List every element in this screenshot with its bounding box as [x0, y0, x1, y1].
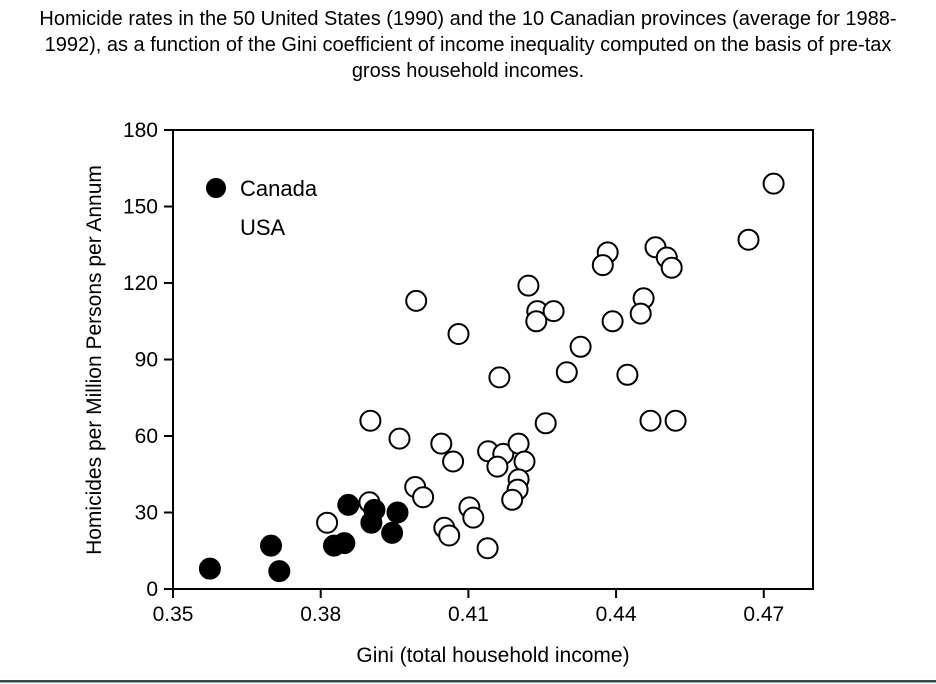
data-point-usa — [737, 228, 760, 251]
data-points — [198, 172, 785, 583]
data-point-usa — [629, 302, 652, 325]
data-point-usa — [316, 511, 339, 534]
data-point-usa — [412, 486, 435, 509]
data-point-usa — [517, 274, 540, 297]
data-point-usa — [555, 361, 578, 384]
x-tick-label: 0.38 — [300, 603, 341, 626]
title-line-3: gross household incomes. — [352, 60, 584, 82]
x-axis-ticks: 0.35 0.38 0.41 0.44 0.47 — [153, 589, 784, 626]
y-axis-ticks: 0 30 60 90 120 150 180 — [123, 119, 173, 601]
data-point-canada — [333, 532, 356, 555]
data-point-usa — [486, 455, 509, 478]
data-point-usa — [447, 323, 470, 345]
chart-title: Homicide rates in the 50 United States (… — [39, 8, 896, 82]
data-point-usa — [660, 256, 683, 279]
y-tick-label: 90 — [135, 349, 158, 372]
y-tick-label: 60 — [135, 425, 158, 448]
data-point-canada — [381, 521, 404, 544]
data-point-usa — [534, 412, 557, 435]
title-line-1: Homicide rates in the 50 United States (… — [39, 8, 896, 30]
data-point-canada — [337, 493, 360, 516]
data-point-usa — [488, 366, 511, 389]
data-point-usa — [762, 172, 785, 195]
data-point-usa — [542, 300, 565, 323]
legend-canada-label: Canada — [240, 176, 318, 201]
data-point-usa — [525, 310, 548, 333]
data-point-usa — [601, 310, 624, 333]
data-point-canada — [363, 498, 386, 521]
x-tick-label: 0.35 — [153, 603, 194, 626]
x-tick-label: 0.44 — [596, 603, 637, 626]
data-point-usa — [430, 432, 453, 455]
title-line-2: 1992), as a function of the Gini coeffic… — [45, 34, 892, 56]
bottom-divider-rule — [0, 680, 936, 683]
data-point-usa — [664, 409, 687, 432]
data-point-canada — [268, 560, 291, 583]
data-point-usa — [639, 409, 662, 432]
data-point-usa — [442, 450, 465, 473]
y-tick-label: 30 — [135, 502, 158, 525]
data-point-usa — [462, 506, 485, 529]
y-tick-label: 0 — [146, 578, 158, 601]
x-axis-title: Gini (total household income) — [356, 644, 629, 667]
data-point-usa — [591, 254, 614, 277]
y-axis-title: Homicides per Million Persons per Annum — [83, 165, 106, 555]
data-point-usa — [501, 488, 524, 511]
data-point-canada — [260, 534, 282, 557]
data-point-canada — [386, 501, 409, 524]
data-point-usa — [616, 363, 639, 386]
data-point-usa — [359, 409, 382, 432]
data-point-usa — [388, 427, 411, 450]
y-tick-label: 150 — [123, 196, 158, 219]
data-point-canada — [198, 557, 221, 580]
x-tick-label: 0.41 — [448, 603, 489, 626]
legend-canada-marker-icon — [206, 178, 226, 198]
data-point-usa — [569, 335, 592, 358]
legend-usa-label: USA — [240, 215, 286, 240]
x-tick-label: 0.47 — [743, 603, 784, 626]
data-point-usa — [438, 524, 461, 547]
y-tick-label: 120 — [123, 272, 158, 295]
y-tick-label: 180 — [123, 119, 158, 142]
data-point-usa — [476, 537, 499, 560]
legend: Canada USA — [206, 176, 318, 240]
data-point-usa — [405, 289, 428, 312]
